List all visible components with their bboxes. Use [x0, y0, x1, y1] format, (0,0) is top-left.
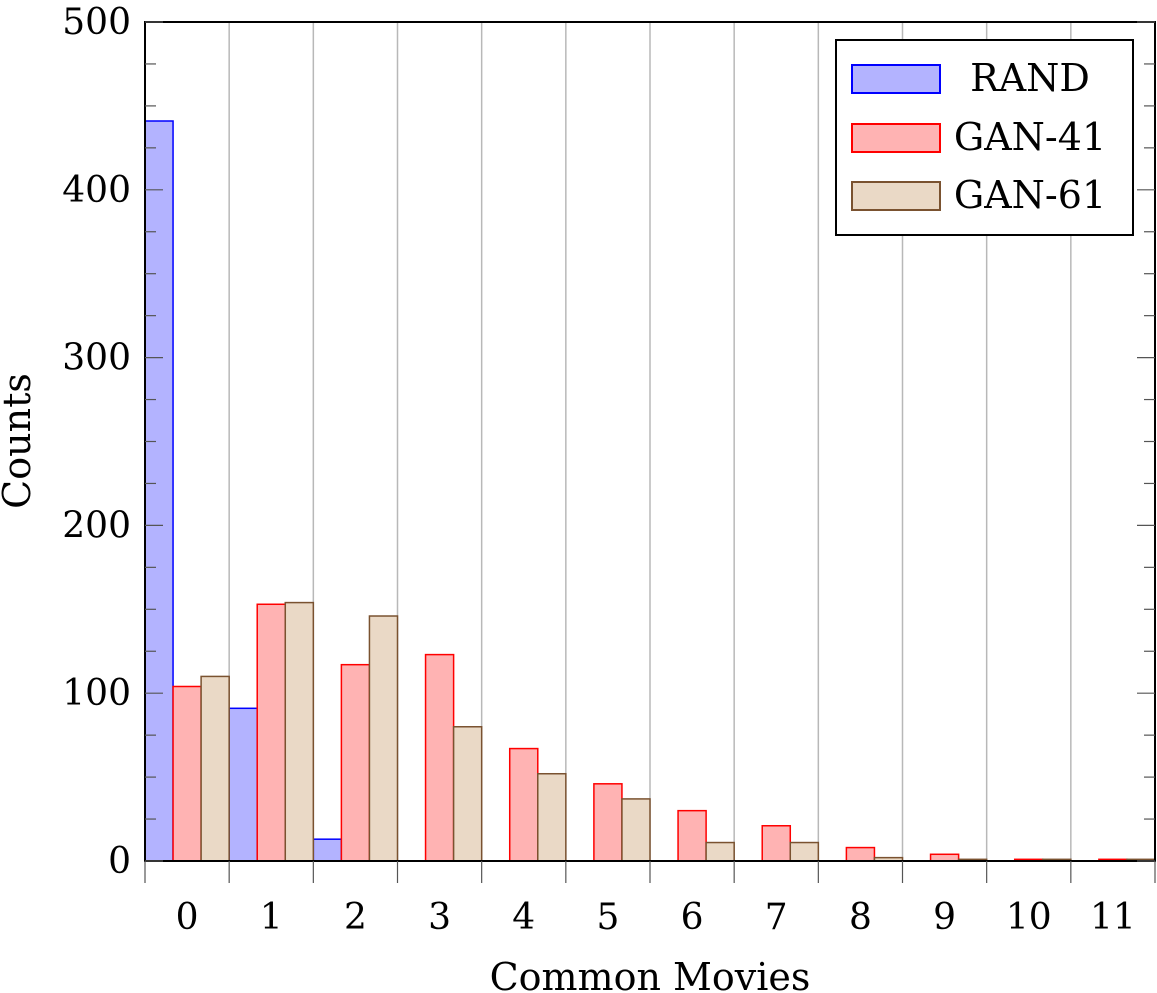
y-tick-label: 400 — [62, 170, 131, 211]
bar-gan-41-0 — [172, 685, 202, 862]
bar-gan-41-6 — [677, 809, 707, 862]
bar-gan-41-7 — [761, 825, 792, 862]
bar-gan-61-0 — [200, 675, 230, 862]
axes — [144, 21, 1156, 883]
x-tick-label: 10 — [1006, 897, 1052, 938]
x-tick-label: 0 — [176, 897, 199, 938]
legend-label-rand: RAND — [970, 56, 1090, 100]
bar-gan-41-9 — [929, 853, 960, 862]
bar-gan-41-5 — [593, 783, 623, 862]
bar-gan-41-8 — [845, 846, 876, 862]
legend: RAND GAN-41 GAN-61 — [835, 39, 1134, 236]
legend-swatch-gan-61 — [851, 181, 941, 211]
x-tick-label: 1 — [260, 897, 283, 938]
x-axis-title: Common Movies — [490, 955, 811, 993]
legend-label-gan-61: GAN-61 — [954, 173, 1106, 217]
x-tick-label: 6 — [681, 897, 704, 938]
bar-rand-2 — [312, 838, 343, 862]
bar-gan-41-4 — [508, 747, 539, 862]
y-axis-title: Counts — [0, 373, 39, 509]
legend-swatch-gan-41 — [851, 123, 941, 153]
tick-labels: 0 100 200 300 400 500 0 1 2 3 4 5 6 7 8 9 10 11 — [62, 2, 1136, 938]
bar-gan-61-3 — [452, 726, 483, 862]
bar-gan-41-3 — [424, 653, 455, 862]
bar-gan-61-1 — [284, 601, 315, 862]
x-tick-label: 11 — [1090, 897, 1136, 938]
bar-gan-61-5 — [621, 798, 651, 862]
x-tick-label: 2 — [344, 897, 367, 938]
y-tick-label: 500 — [62, 2, 131, 43]
x-tick-label: 8 — [849, 897, 872, 938]
x-tick-label: 9 — [933, 897, 956, 938]
x-tick-label: 4 — [512, 897, 535, 938]
x-tick-label: 3 — [428, 897, 451, 938]
bar-gan-61-7 — [789, 841, 820, 862]
bar-gan-61-2 — [368, 615, 399, 862]
x-tick-label: 7 — [765, 897, 788, 938]
bar-gan-41-2 — [340, 663, 371, 862]
y-tick-label: 200 — [62, 505, 131, 546]
bars — [144, 120, 1156, 862]
bar-rand-0 — [144, 120, 174, 862]
legend-swatch-rand — [851, 64, 941, 94]
y-tick-label: 0 — [108, 841, 131, 882]
legend-label-gan-41: GAN-41 — [954, 115, 1106, 159]
y-tick-label: 100 — [62, 673, 131, 714]
bar-gan-41-1 — [256, 603, 287, 862]
y-tick-label: 300 — [62, 338, 131, 379]
bar-gan-61-6 — [705, 841, 735, 862]
x-tick-label: 5 — [596, 897, 619, 938]
bar-gan-61-4 — [537, 772, 567, 862]
bar-rand-1 — [228, 707, 258, 862]
